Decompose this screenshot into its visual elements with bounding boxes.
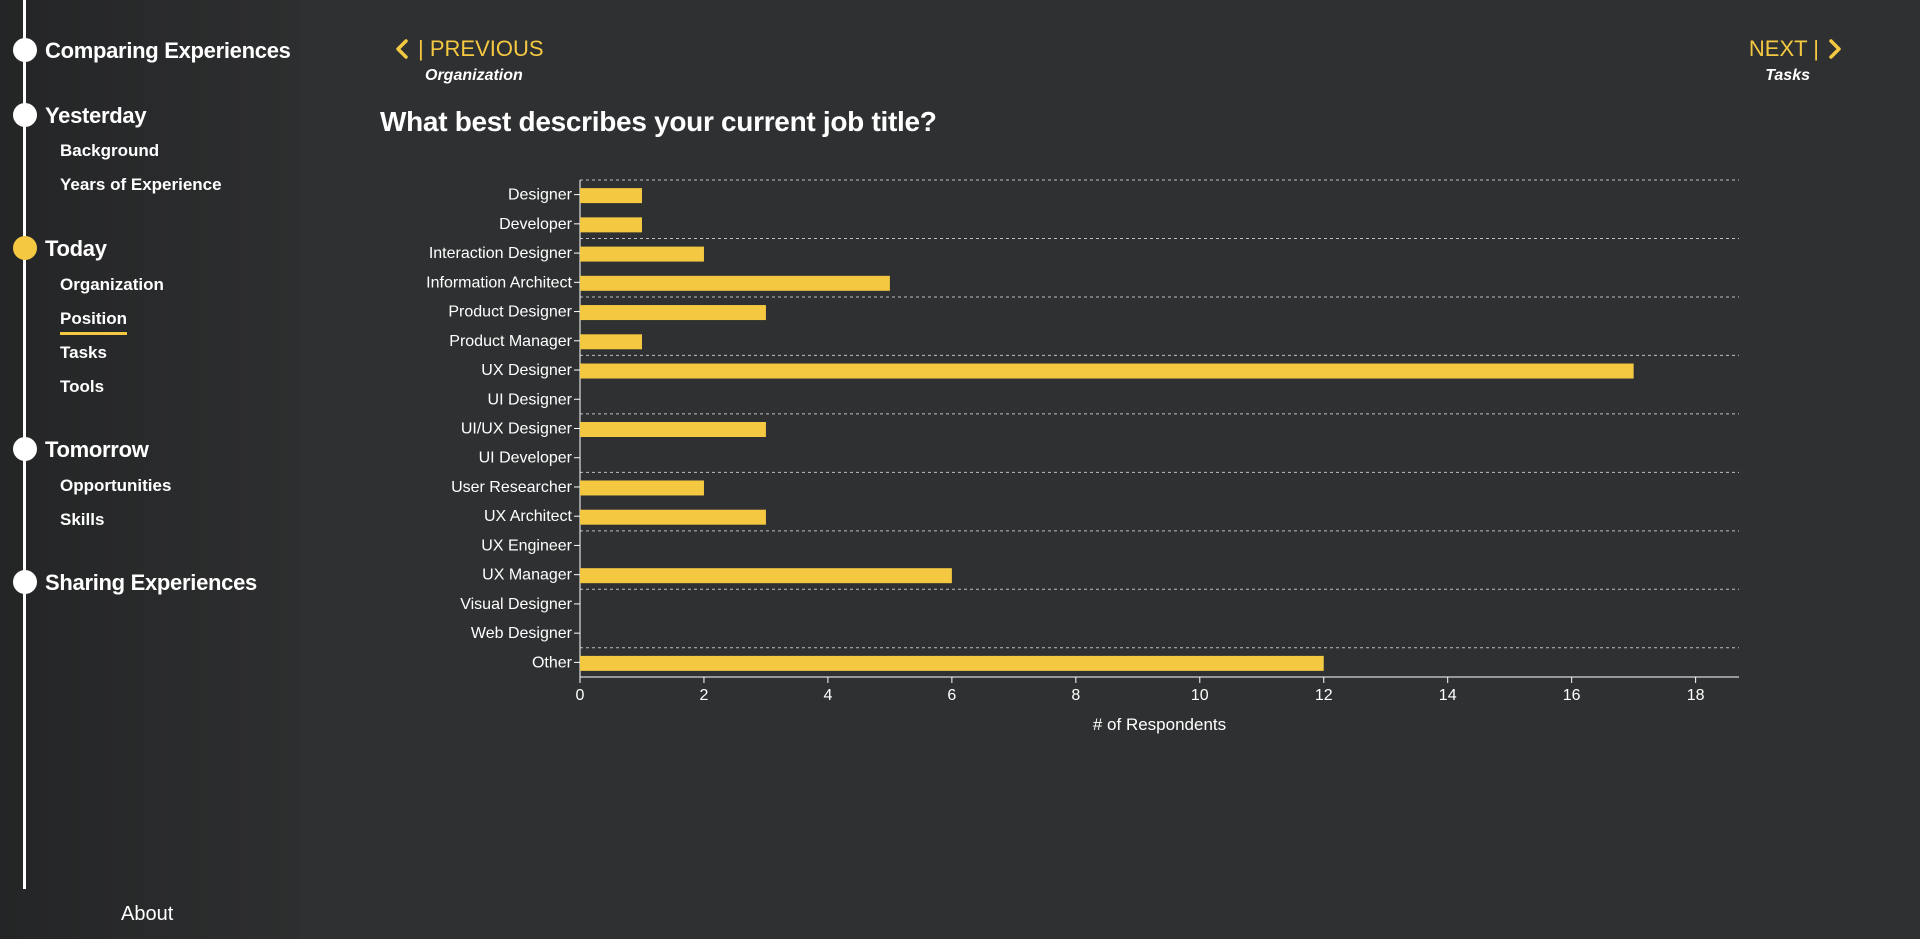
previous-label: | PREVIOUS bbox=[418, 36, 544, 61]
sidebar-item-skills[interactable]: Skills bbox=[60, 510, 105, 529]
next-page-name: Tasks bbox=[1765, 67, 1810, 84]
bar bbox=[580, 568, 952, 584]
category-label: Product Manager bbox=[449, 333, 572, 350]
x-tick-label: 2 bbox=[700, 687, 709, 704]
sidebar-item-organization[interactable]: Organization bbox=[60, 275, 164, 294]
category-label: UX Engineer bbox=[481, 537, 572, 554]
sidebar-section-tomorrow[interactable]: Tomorrow bbox=[45, 437, 149, 462]
category-label: UI Designer bbox=[488, 391, 573, 408]
category-label: UX Designer bbox=[481, 362, 572, 379]
sidebar-item-opportunities[interactable]: Opportunities bbox=[60, 476, 172, 495]
bar bbox=[580, 217, 642, 233]
bar bbox=[580, 275, 890, 291]
category-label: Product Designer bbox=[448, 304, 572, 321]
main-content: | PREVIOUS Organization NEXT | Tasks Wha… bbox=[300, 0, 1920, 939]
previous-page-name: Organization bbox=[425, 67, 523, 84]
category-label: Visual Designer bbox=[460, 596, 572, 613]
x-axis-title: # of Respondents bbox=[1093, 715, 1226, 734]
chevron-right-icon bbox=[1829, 39, 1841, 59]
sidebar-item-tools[interactable]: Tools bbox=[60, 377, 105, 396]
about-link[interactable]: About bbox=[121, 903, 174, 925]
section-dot-today[interactable] bbox=[13, 236, 37, 260]
job-title-bar-chart: Designer Developer Interaction Designer Inf… bbox=[426, 179, 1739, 734]
bar bbox=[580, 188, 642, 204]
bar bbox=[580, 422, 766, 437]
next-label: NEXT | bbox=[1748, 36, 1819, 61]
bar bbox=[580, 363, 1634, 379]
x-tick-label: 8 bbox=[1071, 687, 1080, 704]
category-label: Web Designer bbox=[471, 625, 573, 642]
page-title: What best describes your current job tit… bbox=[380, 106, 937, 137]
category-label: UI Developer bbox=[479, 450, 573, 467]
x-tick-label: 18 bbox=[1687, 687, 1705, 704]
x-tick-label: 14 bbox=[1439, 687, 1457, 704]
sidebar: Comparing Experiences Yesterday Backgrou… bbox=[0, 0, 300, 939]
category-label: UX Architect bbox=[484, 508, 573, 525]
previous-button[interactable]: | PREVIOUS bbox=[392, 36, 544, 62]
category-label: UX Manager bbox=[482, 567, 572, 584]
category-label: UI/UX Designer bbox=[461, 421, 573, 438]
sidebar-section-yesterday[interactable]: Yesterday bbox=[45, 103, 147, 128]
x-tick-label: 10 bbox=[1191, 687, 1209, 704]
sidebar-section-sharing-experiences[interactable]: Sharing Experiences bbox=[45, 570, 257, 595]
x-tick-label: 12 bbox=[1315, 687, 1333, 704]
category-label: Designer bbox=[508, 187, 573, 204]
next-button[interactable]: NEXT | bbox=[1749, 36, 1845, 62]
sidebar-item-position[interactable]: Position bbox=[60, 309, 128, 335]
section-dot-tomorrow[interactable] bbox=[13, 437, 37, 461]
category-label: Developer bbox=[499, 216, 573, 233]
x-tick-label: 4 bbox=[823, 687, 832, 704]
x-tick-label: 6 bbox=[947, 687, 956, 704]
sidebar-item-tasks[interactable]: Tasks bbox=[60, 343, 107, 362]
bar bbox=[580, 246, 704, 262]
section-dot-comparing[interactable] bbox=[13, 38, 37, 62]
sidebar-section-today[interactable]: Today bbox=[45, 236, 107, 261]
sidebar-item-years-of-experience[interactable]: Years of Experience bbox=[60, 175, 222, 194]
bar bbox=[580, 655, 1324, 671]
category-label: Information Architect bbox=[426, 274, 572, 291]
x-tick-label: 16 bbox=[1563, 687, 1581, 704]
bar bbox=[580, 305, 766, 321]
sidebar-item-background[interactable]: Background bbox=[60, 141, 160, 160]
bar bbox=[580, 509, 766, 525]
section-dot-sharing[interactable] bbox=[13, 570, 37, 594]
sidebar-section-comparing-experiences[interactable]: Comparing Experiences bbox=[45, 38, 291, 63]
chevron-left-icon bbox=[396, 39, 408, 59]
x-tick-label: 0 bbox=[576, 687, 585, 704]
bar bbox=[580, 480, 704, 496]
section-dot-yesterday[interactable] bbox=[13, 103, 37, 127]
category-label: Other bbox=[532, 654, 573, 671]
bar bbox=[580, 334, 642, 350]
category-label: Interaction Designer bbox=[429, 245, 573, 262]
category-label: User Researcher bbox=[451, 479, 573, 496]
